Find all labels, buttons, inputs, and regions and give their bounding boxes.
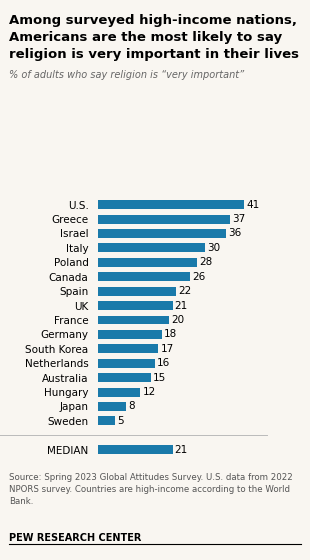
Bar — [98, 200, 244, 209]
Text: 21: 21 — [175, 445, 188, 455]
Bar — [98, 287, 176, 296]
Text: 15: 15 — [153, 372, 166, 382]
Bar — [98, 330, 162, 339]
Bar — [98, 417, 115, 426]
Bar — [98, 258, 197, 267]
Text: 36: 36 — [228, 228, 241, 239]
Text: 17: 17 — [160, 344, 174, 354]
Bar — [98, 214, 229, 223]
Text: 16: 16 — [157, 358, 170, 368]
Text: 41: 41 — [246, 200, 259, 209]
Bar — [98, 359, 155, 368]
Text: 18: 18 — [164, 329, 177, 339]
Text: 20: 20 — [171, 315, 184, 325]
Text: Among surveyed high-income nations,: Among surveyed high-income nations, — [9, 14, 297, 27]
Bar — [98, 315, 169, 324]
Text: 5: 5 — [117, 416, 124, 426]
Bar — [98, 388, 140, 396]
Bar — [98, 272, 190, 281]
Text: religion is very important in their lives: religion is very important in their live… — [9, 48, 299, 60]
Text: 37: 37 — [232, 214, 245, 224]
Text: 21: 21 — [175, 301, 188, 311]
Bar — [98, 373, 151, 382]
Bar — [98, 344, 158, 353]
Bar — [98, 244, 205, 253]
Text: 12: 12 — [143, 387, 156, 397]
Bar — [98, 445, 172, 454]
Text: 28: 28 — [200, 257, 213, 267]
Text: PEW RESEARCH CENTER: PEW RESEARCH CENTER — [9, 533, 142, 543]
Bar — [98, 301, 172, 310]
Bar — [98, 229, 226, 238]
Text: % of adults who say religion is “very important”: % of adults who say religion is “very im… — [9, 70, 244, 80]
Text: 8: 8 — [128, 402, 135, 412]
Text: 26: 26 — [193, 272, 206, 282]
Text: Source: Spring 2023 Global Attitudes Survey. U.S. data from 2022
NPORS survey. C: Source: Spring 2023 Global Attitudes Sur… — [9, 473, 293, 506]
Bar — [98, 402, 126, 411]
Text: 22: 22 — [178, 286, 192, 296]
Text: Americans are the most likely to say: Americans are the most likely to say — [9, 31, 282, 44]
Text: 30: 30 — [207, 243, 220, 253]
